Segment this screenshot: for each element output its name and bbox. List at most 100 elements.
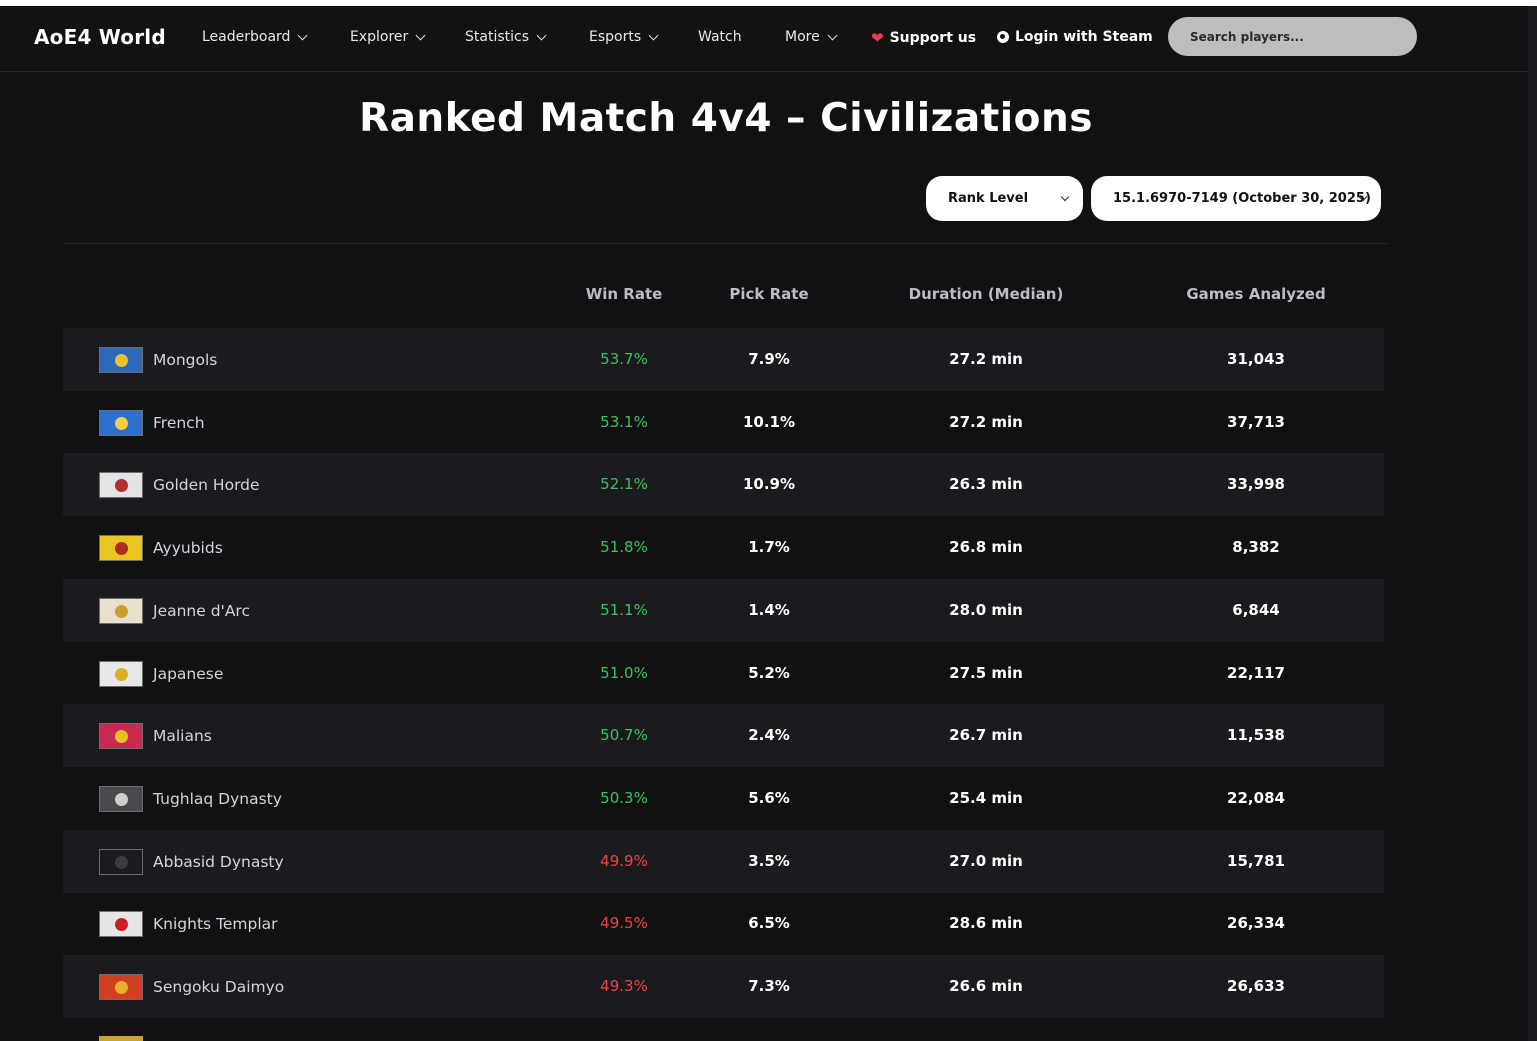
support-us-link[interactable]: ❤ Support us	[871, 29, 976, 47]
rank-level-select[interactable]: Rank Level	[926, 176, 1083, 221]
chevron-down-icon	[648, 30, 659, 40]
civ-flag-icon	[99, 346, 143, 373]
civ-cell[interactable]: Mongols	[99, 328, 217, 391]
scrollbar[interactable]	[1528, 6, 1537, 1041]
civ-name: Mongols	[153, 350, 218, 369]
duration-cell: 25.4 min	[949, 789, 1023, 807]
column-header-games-analyzed[interactable]: Games Analyzed	[1186, 285, 1326, 303]
civ-flag-icon	[99, 848, 143, 875]
nav-more-label: More	[785, 29, 820, 45]
win-rate-cell: 53.1%	[600, 413, 648, 431]
nav-watch[interactable]: Watch	[698, 29, 742, 45]
duration-cell: 27.2 min	[949, 350, 1023, 368]
civ-name: Knights Templar	[153, 914, 278, 933]
page-title: Ranked Match 4v4 – Civilizations	[359, 96, 1093, 141]
nav-esports[interactable]: Esports	[589, 29, 659, 45]
win-rate-cell: 52.1%	[600, 475, 648, 493]
pick-rate-cell: 7.3%	[748, 977, 790, 995]
login-steam-label: Login with Steam	[1015, 29, 1153, 45]
games-analyzed-cell: 22,117	[1227, 664, 1285, 682]
nav-more[interactable]: More	[785, 29, 838, 45]
civ-flag-icon	[99, 409, 143, 436]
nav-leaderboard[interactable]: Leaderboard	[202, 29, 308, 45]
civ-cell[interactable]: Jeanne d'Arc	[99, 579, 250, 642]
chevron-down-icon	[536, 30, 547, 40]
patch-select[interactable]: 15.1.6970-7149 (October 30, 2025)	[1091, 176, 1381, 221]
duration-cell: 27.5 min	[949, 664, 1023, 682]
civ-cell[interactable]: Sengoku Daimyo	[99, 955, 284, 1018]
civ-cell[interactable]: Golden Horde	[99, 453, 260, 516]
chevron-down-icon	[297, 30, 308, 40]
table-row[interactable]: Sengoku Daimyo 49.3% 7.3% 26.6 min 26,633	[63, 955, 1384, 1018]
pick-rate-cell: 3.5%	[748, 852, 790, 870]
pick-rate-cell: 6.5%	[748, 914, 790, 932]
nav-esports-label: Esports	[589, 29, 642, 45]
table-row[interactable]: Golden Horde 52.1% 10.9% 26.3 min 33,998	[63, 453, 1384, 516]
civ-flag-icon	[99, 597, 143, 624]
flag-emblem	[115, 792, 128, 806]
chevron-down-icon	[415, 30, 426, 40]
civ-name: Tughlaq Dynasty	[153, 789, 282, 808]
nav-statistics[interactable]: Statistics	[465, 29, 547, 45]
civ-cell[interactable]: Abbasid Dynasty	[99, 830, 284, 893]
civ-cell[interactable]: Tughlaq Dynasty	[99, 767, 282, 830]
table-row[interactable]: Japanese 51.0% 5.2% 27.5 min 22,117	[63, 642, 1384, 705]
win-rate-cell: 50.7%	[600, 726, 648, 744]
table-row[interactable]: Ayyubids 51.8% 1.7% 26.8 min 8,382	[63, 516, 1384, 579]
table-row[interactable]: Malians 50.7% 2.4% 26.7 min 11,538	[63, 704, 1384, 767]
table-row[interactable]: Jeanne d'Arc 51.1% 1.4% 28.0 min 6,844	[63, 579, 1384, 642]
games-analyzed-cell: 15,781	[1227, 852, 1285, 870]
civ-cell[interactable]: Malians	[99, 704, 212, 767]
flag-emblem	[115, 541, 128, 555]
table-row[interactable]: Abbasid Dynasty 49.9% 3.5% 27.0 min 15,781	[63, 830, 1384, 893]
civ-name: Ayyubids	[153, 538, 223, 557]
table-row[interactable]: Mongols 53.7% 7.9% 27.2 min 31,043	[63, 328, 1384, 391]
nav-explorer[interactable]: Explorer	[350, 29, 426, 45]
win-rate-cell: 53.7%	[600, 350, 648, 368]
civ-cell[interactable]: Ayyubids	[99, 516, 223, 579]
brand-logo[interactable]: AoE4 World	[34, 25, 166, 49]
pick-rate-cell: 7.9%	[748, 350, 790, 368]
duration-cell: 27.0 min	[949, 852, 1023, 870]
table-row[interactable]: Knights Templar 49.5% 6.5% 28.6 min 26,334	[63, 892, 1384, 955]
table-row[interactable]: French 53.1% 10.1% 27.2 min 37,713	[63, 391, 1384, 454]
section-divider	[63, 243, 1387, 244]
chevron-down-icon	[827, 30, 838, 40]
civ-cell[interactable]: French	[99, 391, 205, 454]
column-header-pick-rate[interactable]: Pick Rate	[729, 285, 809, 303]
flag-emblem	[115, 353, 128, 367]
games-analyzed-cell: 31,043	[1227, 350, 1285, 368]
flag-emblem	[115, 478, 128, 492]
games-analyzed-cell: 26,334	[1227, 914, 1285, 932]
column-header-win-rate[interactable]: Win Rate	[585, 285, 663, 303]
flag-emblem	[115, 855, 128, 869]
civ-cell[interactable]: Japanese	[99, 642, 223, 705]
nav-leaderboard-label: Leaderboard	[202, 29, 291, 45]
duration-cell: 28.6 min	[949, 914, 1023, 932]
search-players-input[interactable]	[1168, 17, 1417, 56]
duration-cell: 26.8 min	[949, 538, 1023, 556]
support-us-label: Support us	[889, 30, 977, 46]
flag-emblem	[115, 917, 128, 931]
games-analyzed-cell: 33,998	[1227, 475, 1285, 493]
pick-rate-cell: 10.1%	[742, 413, 796, 431]
duration-cell: 26.3 min	[949, 475, 1023, 493]
nav-watch-label: Watch	[698, 29, 742, 45]
login-steam-link[interactable]: Login with Steam	[997, 29, 1153, 45]
duration-cell: 26.6 min	[949, 977, 1023, 995]
flag-emblem	[115, 416, 128, 430]
partial-row-flag	[99, 1036, 143, 1041]
window-top-strip	[0, 0, 1537, 6]
civ-flag-icon	[99, 534, 143, 561]
civ-name: Jeanne d'Arc	[153, 601, 250, 620]
civ-cell[interactable]: Knights Templar	[99, 892, 278, 955]
win-rate-cell: 51.0%	[600, 664, 648, 682]
column-header-duration[interactable]: Duration (Median)	[908, 285, 1064, 303]
civ-flag-icon	[99, 910, 143, 937]
patch-select-value: 15.1.6970-7149 (October 30, 2025)	[1113, 191, 1371, 206]
win-rate-cell: 49.5%	[600, 914, 648, 932]
table-row[interactable]: Tughlaq Dynasty 50.3% 5.6% 25.4 min 22,084	[63, 767, 1384, 830]
civ-name: French	[153, 413, 205, 432]
win-rate-cell: 51.1%	[600, 601, 648, 619]
win-rate-cell: 50.3%	[600, 789, 648, 807]
